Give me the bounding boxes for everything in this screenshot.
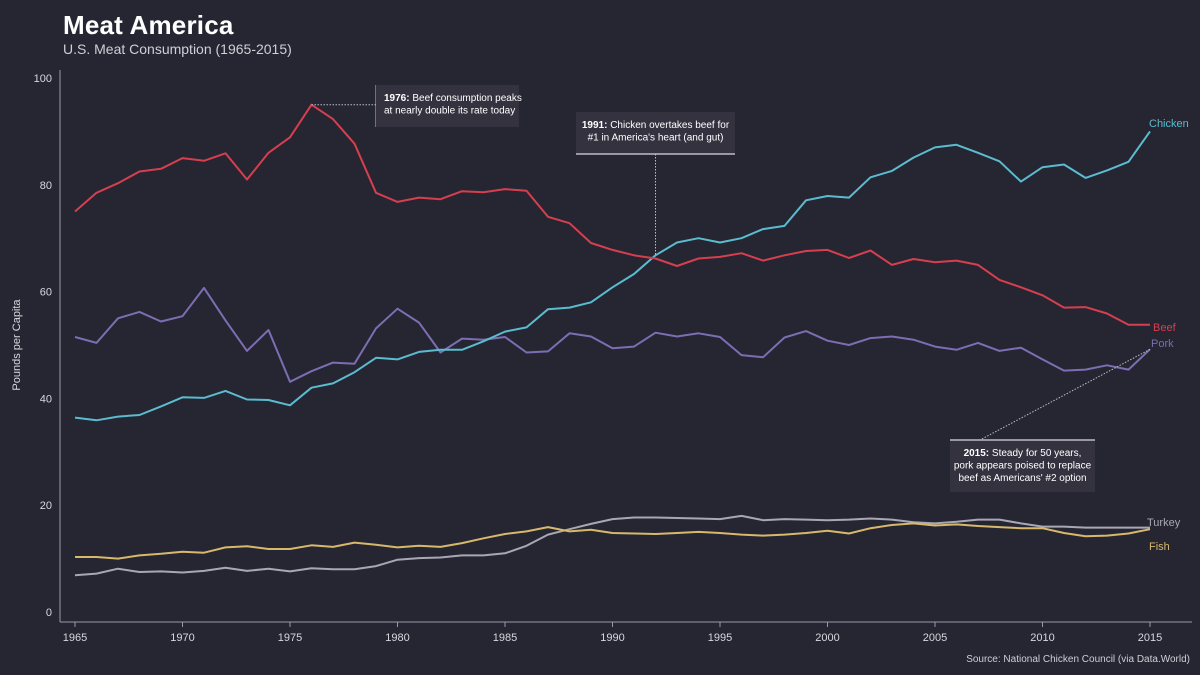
series-lines xyxy=(74,103,1151,577)
annotation-line: Steady for 50 years, xyxy=(992,448,1082,459)
series-line-pork xyxy=(74,286,1151,383)
annotation-beef-peak: 1976: Beef consumption peaks at nearly do… xyxy=(311,85,522,127)
chart-subtitle: U.S. Meat Consumption (1965-2015) xyxy=(63,41,292,57)
source-note: Source: National Chicken Council (via Da… xyxy=(966,654,1190,665)
series-line-chicken xyxy=(74,130,1151,422)
annotation-text: at nearly double its rate today xyxy=(384,106,515,117)
series-label-pork: Pork xyxy=(1151,338,1174,350)
y-axis-label: Pounds per Capita xyxy=(11,299,23,391)
annotation-text: pork appears poised to replace xyxy=(954,461,1092,472)
chart-axes: 0 20 40 60 80 100 1965 1970 1975 1980 1985 1990 1995… xyxy=(11,70,1192,644)
series-line-turkey xyxy=(74,514,1150,577)
x-tick-label: 1970 xyxy=(170,632,194,644)
series-line-fish xyxy=(75,522,1151,560)
series-label-beef: Beef xyxy=(1153,322,1177,334)
x-tick-label: 1965 xyxy=(63,632,87,644)
x-tick-label: 1995 xyxy=(708,632,732,644)
annotation-box xyxy=(576,112,735,154)
series-line-beef xyxy=(74,103,1150,326)
x-tick-label: 2015 xyxy=(1138,632,1162,644)
x-tick-label: 1990 xyxy=(600,632,624,644)
annotation-line: Beef consumption peaks xyxy=(412,93,522,104)
annotation-year: 1976: xyxy=(384,93,412,104)
y-tick-label: 0 xyxy=(46,607,52,619)
annotation-text: beef as Americans' #2 option xyxy=(958,473,1086,484)
y-tick-label: 60 xyxy=(40,287,52,299)
annotation-year: 2015: xyxy=(964,448,992,459)
y-tick-label: 80 xyxy=(40,180,52,192)
annotation-leader xyxy=(979,348,1151,441)
chart-title: Meat America xyxy=(63,10,234,40)
annotation-pork-steady: 2015: Steady for 50 years, pork appears p… xyxy=(950,348,1151,492)
x-tick-label: 2010 xyxy=(1030,632,1054,644)
x-tick-label: 2005 xyxy=(923,632,947,644)
y-tick-label: 100 xyxy=(34,73,52,85)
annotation-box xyxy=(950,440,1095,492)
annotation-chicken-overtakes: 1991: Chicken overtakes beef for #1 in Am… xyxy=(576,112,735,256)
annotation-text: 1976: Beef consumption peaks xyxy=(384,93,522,104)
x-tick-label: 1980 xyxy=(385,632,409,644)
series-label-chicken: Chicken xyxy=(1149,118,1189,130)
annotation-text: 2015: Steady for 50 years, xyxy=(964,448,1082,459)
series-label-fish: Fish xyxy=(1149,541,1170,553)
annotation-box xyxy=(376,85,519,127)
y-tick-label: 40 xyxy=(40,393,52,405)
annotation-line: Chicken overtakes beef for xyxy=(610,120,730,131)
annotation-year: 1991: xyxy=(582,120,610,131)
x-tick-label: 2000 xyxy=(815,632,839,644)
x-tick-label: 1975 xyxy=(278,632,302,644)
annotation-text: 1991: Chicken overtakes beef for xyxy=(582,120,730,131)
annotations: 1976: Beef consumption peaks at nearly do… xyxy=(311,85,1151,492)
annotation-text: #1 in America's heart (and gut) xyxy=(588,133,724,144)
series-labels: Beef Chicken Pork Turkey Fish xyxy=(1147,118,1189,553)
x-tick-label: 1985 xyxy=(493,632,517,644)
y-tick-label: 20 xyxy=(40,500,52,512)
series-label-turkey: Turkey xyxy=(1147,517,1181,529)
